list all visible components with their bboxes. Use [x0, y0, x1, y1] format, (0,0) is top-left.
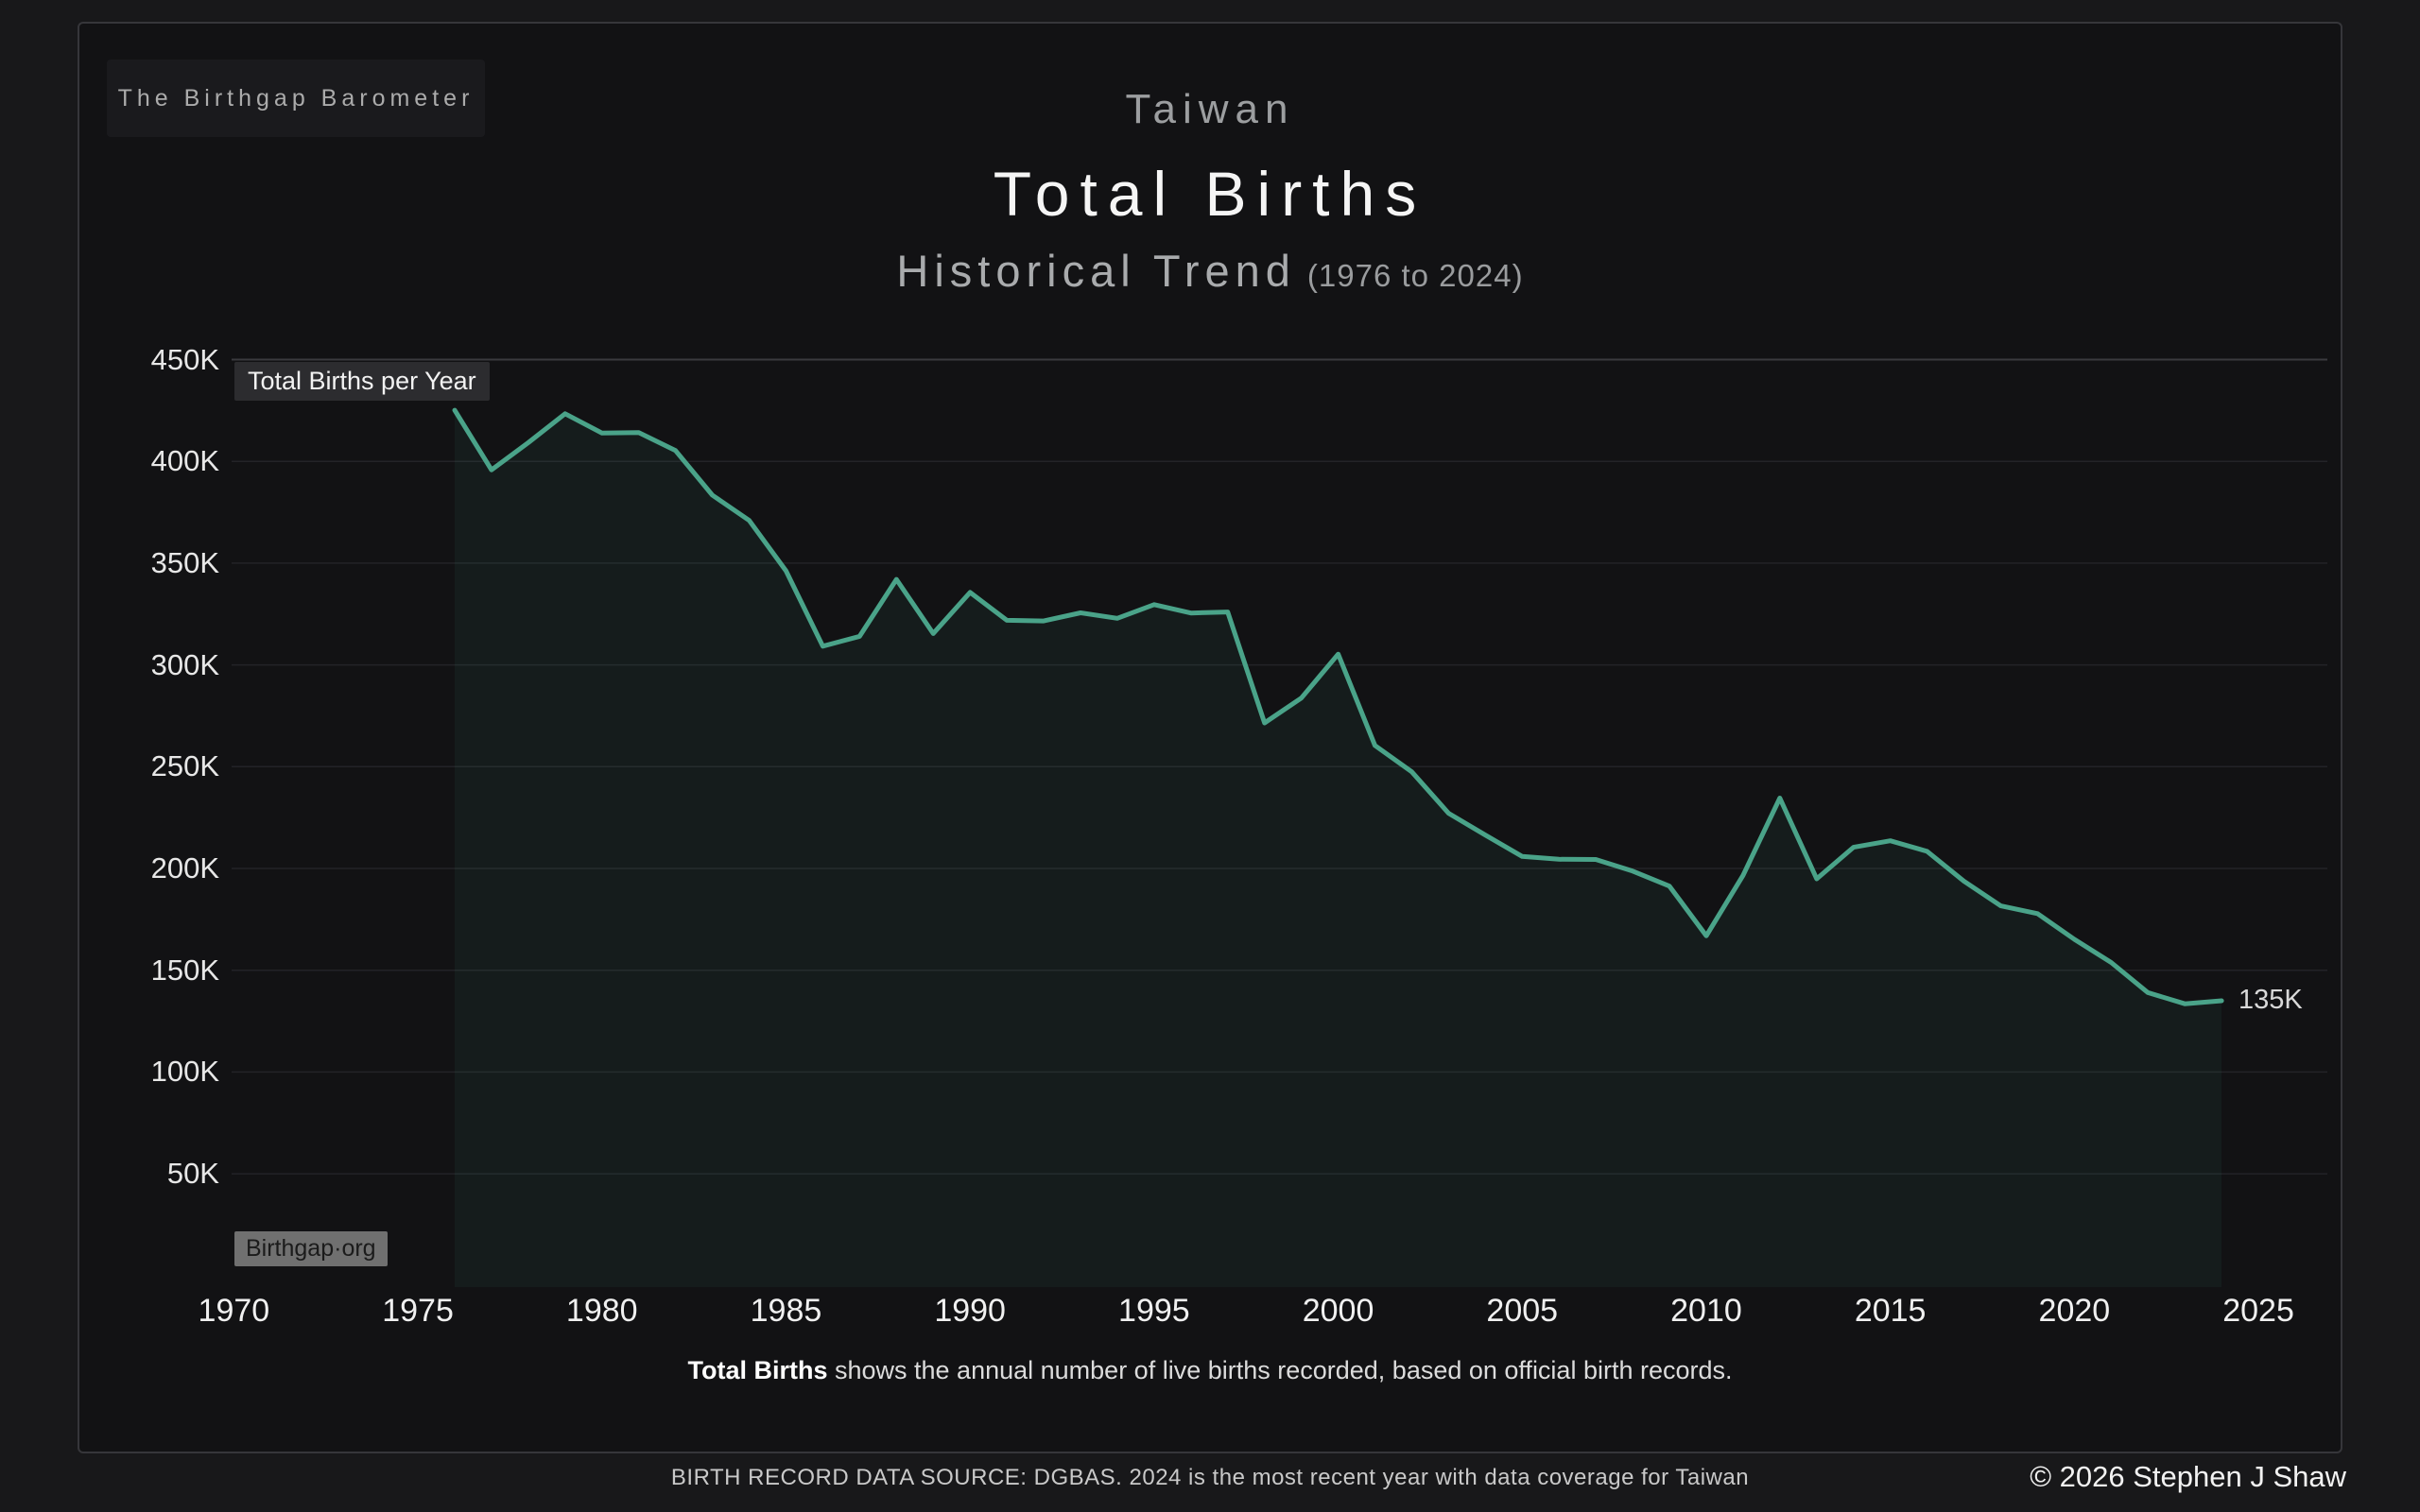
x-axis-tick: 2025 [2222, 1293, 2294, 1329]
x-axis-tick: 2020 [2038, 1293, 2111, 1329]
y-axis-tick: 400K [150, 444, 219, 478]
y-axis-tick: 450K [150, 342, 219, 376]
chart-subtitle-range: (1976 to 2024) [1306, 258, 1524, 293]
brand-badge: The Birthgap Barometer [107, 60, 485, 137]
x-axis-tick: 2015 [1854, 1293, 1927, 1329]
trend-line [452, 407, 2224, 1006]
x-axis-tick: 1975 [382, 1293, 454, 1329]
x-axis-tick: 1995 [1118, 1293, 1190, 1329]
chart-subtitle-text: Historical Trend [896, 246, 1296, 296]
watermark-badge: Birthgap·org [234, 1231, 388, 1266]
chart-region-title: Taiwan [1125, 86, 1295, 132]
chart-caption: Total Births shows the annual number of … [0, 1353, 2420, 1387]
copyright: © 2026 Stephen J Shaw [2030, 1460, 2346, 1493]
x-axis-tick: 1970 [198, 1293, 270, 1329]
gridlines [232, 358, 2327, 1175]
x-axis-tick: 2000 [1302, 1293, 1374, 1329]
x-axis-tick: 1990 [934, 1293, 1006, 1329]
y-axis-tick: 350K [150, 545, 219, 579]
chart-subtitle: Historical Trend (1976 to 2024) [0, 244, 2420, 303]
y-axis-tick: 100K [150, 1055, 219, 1089]
x-axis-tick: 2005 [1486, 1293, 1559, 1329]
chart-main-title: Total Births [993, 159, 1427, 229]
x-axis-tick: 2010 [1670, 1293, 1742, 1329]
x-axis-tick: 1980 [565, 1293, 638, 1329]
y-axis-tick: 150K [150, 953, 219, 987]
y-axis-tick: 50K [166, 1157, 219, 1191]
chart-card [78, 22, 2342, 1453]
y-axis-tick: 200K [150, 851, 219, 885]
caption-definition: shows the annual number of live births r… [827, 1356, 1733, 1384]
caption-term: Total Births [687, 1356, 828, 1384]
series-label-badge: Total Births per Year [234, 362, 490, 401]
y-axis-tick: 250K [150, 749, 219, 783]
area-fill [455, 410, 2222, 1288]
x-axis-tick: 1985 [750, 1293, 822, 1329]
last-value-label: 135K [2238, 985, 2303, 1015]
data-source-note: BIRTH RECORD DATA SOURCE: DGBAS. 2024 is… [670, 1465, 1750, 1490]
y-axis-tick: 300K [150, 647, 219, 681]
